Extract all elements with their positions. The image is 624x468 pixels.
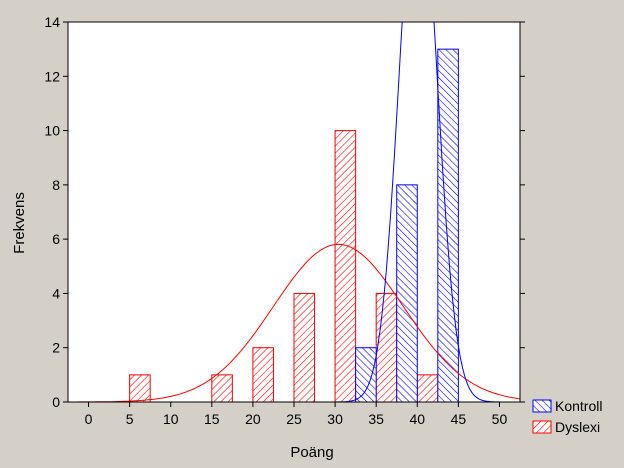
bar-kontroll-35 (396, 184, 418, 402)
y-tick-label: 8 (52, 177, 60, 193)
x-tick-label: 35 (368, 411, 384, 427)
legend-item-kontroll: Kontroll (532, 398, 602, 414)
bar-dyslexi-20 (252, 347, 274, 402)
bar-dyslexi-35 (375, 292, 398, 402)
bar-dyslexi-25 (293, 292, 316, 402)
x-tick-label: 10 (163, 411, 179, 427)
y-tick-label: 2 (52, 340, 60, 356)
legend-swatch-kontroll (532, 399, 552, 413)
normal-fit-curves (68, 22, 520, 402)
y-tick-label: 6 (52, 231, 60, 247)
x-tick-label: 20 (245, 411, 261, 427)
x-tick-label: 30 (327, 411, 343, 427)
legend-label-kontroll: Kontroll (555, 398, 602, 414)
x-axis-title: Poäng (290, 444, 333, 461)
x-tick-label: 5 (126, 411, 134, 427)
normal-curve-kontroll (68, 22, 520, 402)
y-tick-labels: 0 2 4 6 8 10 12 14 (44, 14, 60, 410)
y-tick-label: 10 (44, 123, 60, 139)
y-tick-label: 0 (52, 394, 60, 410)
x-tick-label: 40 (409, 411, 425, 427)
y-tick-label: 4 (52, 285, 60, 301)
bar-dyslexi-5 (129, 374, 151, 402)
x-tick-label: 45 (451, 411, 467, 427)
axis-ticks (63, 21, 525, 407)
legend-item-dyslexi: Dyslexi (532, 419, 600, 435)
bar-dyslexi-15 (211, 374, 233, 402)
bar-kontroll-30 (355, 347, 377, 402)
legend-swatch-dyslexi (532, 420, 552, 434)
kontroll-bars (355, 48, 459, 402)
legend: Kontroll Dyslexi (532, 398, 602, 435)
x-tick-label: 25 (286, 411, 302, 427)
bar-dyslexi-40 (416, 374, 439, 402)
y-axis-title: Frekvens (11, 192, 28, 254)
y-tick-label: 12 (44, 68, 60, 84)
bar-dyslexi-30 (334, 130, 357, 402)
x-tick-label: 15 (204, 411, 220, 427)
legend-label-dyslexi: Dyslexi (555, 419, 600, 435)
x-tick-labels: 0 5 10 15 20 25 30 35 40 45 50 (85, 411, 508, 427)
bar-kontroll-40 (437, 48, 459, 402)
normal-curve-dyslexi (68, 243, 520, 402)
x-tick-label: 50 (492, 411, 508, 427)
x-tick-label: 0 (85, 411, 93, 427)
y-tick-label: 14 (44, 14, 60, 30)
